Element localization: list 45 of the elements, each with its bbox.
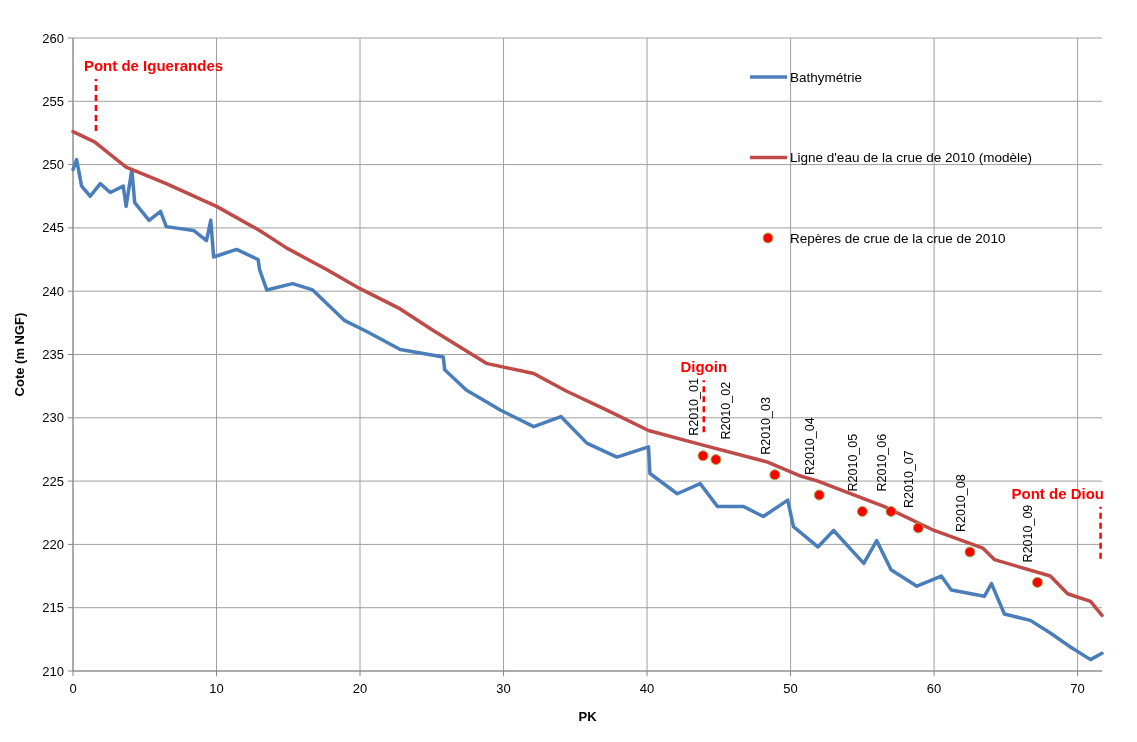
point	[964, 546, 976, 558]
ref-line-label: Pont de Iguerandes	[83, 56, 224, 74]
y-tick-label: 215	[42, 600, 64, 616]
point	[912, 522, 924, 534]
data-label: R2010_02	[718, 381, 733, 440]
x-tick-label: 0	[69, 681, 77, 696]
x-tick-label: 20	[352, 681, 368, 696]
y-tick-label: 250	[42, 157, 64, 173]
x-tick-label: 40	[639, 681, 655, 696]
data-label: R2010_05	[846, 433, 861, 492]
x-tick-label: 70	[1070, 681, 1085, 696]
point	[885, 505, 897, 517]
x-tick-label: 30	[496, 681, 511, 696]
legend-label: Ligne d'eau de la crue de 2010 (modèle)	[790, 150, 1032, 166]
legend-label: Bathymétrie	[790, 69, 863, 85]
y-tick-label: 230	[42, 410, 64, 426]
point	[710, 454, 722, 466]
y-axis-title: Cote (m NGF)	[12, 312, 27, 397]
x-tick-label: 60	[926, 681, 942, 696]
data-label: R2010_01	[687, 378, 702, 436]
y-tick-label: 235	[42, 347, 64, 363]
data-label: R2010_03	[758, 397, 773, 455]
data-label: R2010_09	[1021, 504, 1036, 563]
ref-line-label: Pont de Diou	[1011, 484, 1104, 502]
y-tick-label: 210	[42, 663, 64, 679]
point	[697, 450, 709, 462]
point	[813, 489, 825, 501]
y-tick-label: 260	[42, 30, 64, 46]
point	[769, 469, 781, 481]
point	[1031, 576, 1043, 588]
y-tick-label: 240	[42, 283, 64, 299]
x-axis-title: PK	[578, 709, 598, 724]
ref-line-label: Digoin	[680, 358, 728, 376]
y-tick-label: 245	[42, 220, 64, 236]
data-label: R2010_06	[875, 433, 890, 492]
x-tick-label: 10	[209, 681, 224, 696]
legend-label: Repères de crue de la crue de 2010	[790, 230, 1006, 246]
data-label: R2010_07	[902, 450, 917, 508]
data-label: R2010_08	[953, 474, 968, 532]
point	[856, 505, 868, 517]
y-tick-label: 255	[42, 93, 64, 109]
y-tick-label: 220	[42, 536, 64, 552]
data-label: R2010_04	[803, 417, 818, 476]
x-tick-label: 50	[783, 681, 798, 696]
y-tick-label: 225	[42, 473, 64, 489]
